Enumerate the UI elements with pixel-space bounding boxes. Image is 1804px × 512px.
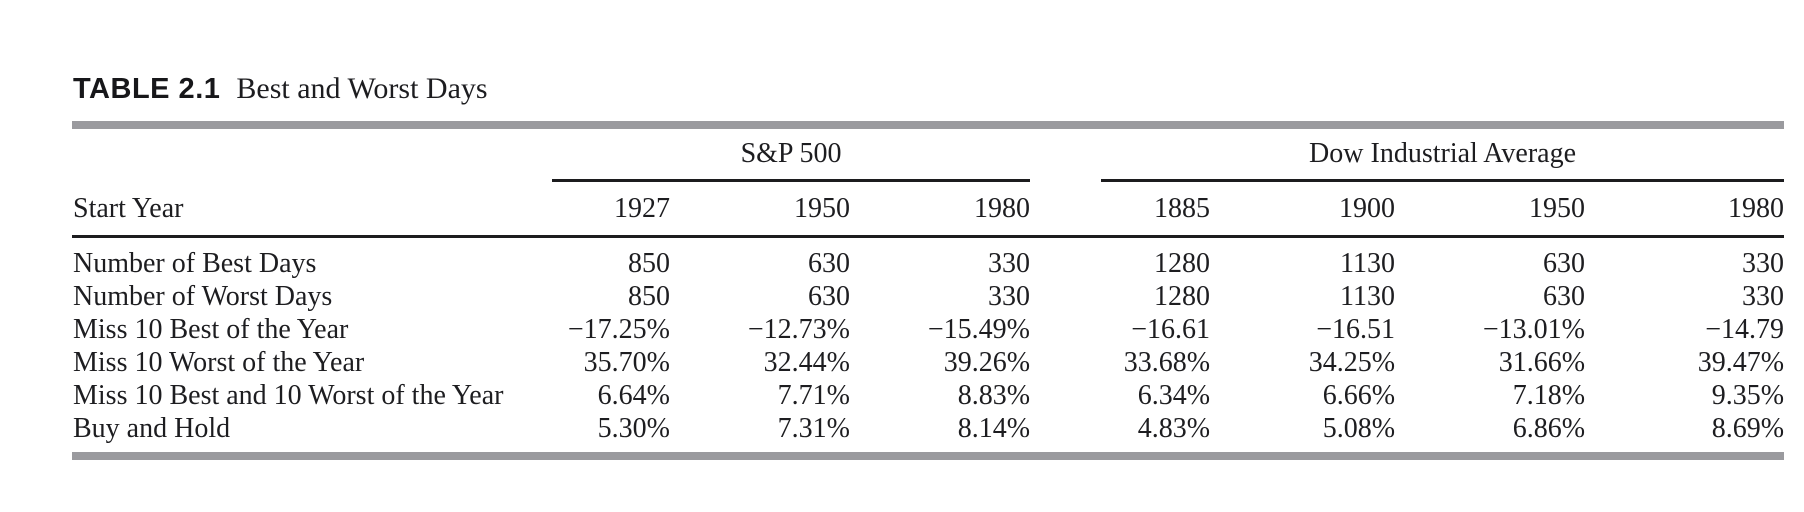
- row-label: Number of Worst Days: [73, 280, 333, 312]
- cell: 4.83%: [1137, 412, 1211, 444]
- cell: 34.25%: [1308, 346, 1396, 378]
- table-caption: Best and Worst Days: [236, 72, 488, 105]
- cell: 39.26%: [943, 346, 1031, 378]
- cell: 8.14%: [957, 412, 1031, 444]
- cell: 6.64%: [597, 379, 670, 411]
- cell: 850: [628, 247, 670, 279]
- cell: −16.51: [1316, 313, 1396, 345]
- cell: −16.61: [1131, 313, 1211, 345]
- year-header: 1927: [492, 182, 670, 238]
- cell: 1280: [1154, 280, 1211, 312]
- cell: 330: [1742, 280, 1785, 312]
- cell: −13.01%: [1482, 313, 1586, 345]
- cell: 630: [808, 247, 850, 279]
- cell: 7.18%: [1512, 379, 1586, 411]
- cell: 6.34%: [1137, 379, 1211, 411]
- year-header: 1950: [670, 182, 850, 238]
- cell: 1130: [1340, 247, 1396, 279]
- cell: −15.49%: [927, 313, 1031, 345]
- cell: 7.31%: [777, 412, 850, 444]
- table-row: Miss 10 Best of the Year −17.25% −12.73%…: [72, 313, 1784, 346]
- cell: 630: [1543, 280, 1586, 312]
- cell: 31.66%: [1498, 346, 1586, 378]
- cell: 1280: [1154, 247, 1211, 279]
- row-label: Number of Best Days: [73, 247, 317, 279]
- cell: −14.79: [1705, 313, 1785, 345]
- group-header-dow-label: Dow Industrial Average: [1309, 138, 1577, 169]
- group-header-sp500: S&P 500: [552, 138, 1031, 182]
- row-label: Miss 10 Best of the Year: [73, 313, 349, 345]
- cell: 32.44%: [763, 346, 850, 378]
- cell: 330: [988, 247, 1031, 279]
- cell: 6.86%: [1512, 412, 1586, 444]
- best-worst-days-table: S&P 500 Dow Industrial Average Start Yea…: [72, 136, 1785, 445]
- cell: 9.35%: [1711, 379, 1785, 411]
- table-row: Number of Best Days 850 630 330 1280 113…: [72, 237, 1784, 281]
- group-header-row: S&P 500 Dow Industrial Average: [72, 136, 1785, 182]
- table-row: Number of Worst Days 850 630 330 1280 11…: [72, 280, 1784, 313]
- start-year-label: Start Year: [72, 182, 492, 238]
- cell: 5.30%: [597, 412, 670, 444]
- cell: 6.66%: [1322, 379, 1396, 411]
- cell: 330: [988, 280, 1031, 312]
- year-header: 1980: [850, 182, 1031, 238]
- year-header: 1950: [1395, 182, 1586, 238]
- year-header: 1980: [1585, 182, 1785, 238]
- table-number: TABLE 2.1: [73, 73, 221, 105]
- row-label: Buy and Hold: [73, 412, 231, 444]
- table-row: Miss 10 Worst of the Year 35.70% 32.44% …: [72, 346, 1784, 379]
- cell: 35.70%: [583, 346, 670, 378]
- cell: −17.25%: [567, 313, 670, 345]
- table-title: TABLE 2.1 Best and Worst Days: [73, 74, 488, 104]
- year-header: 1885: [1030, 182, 1211, 238]
- table-row: Buy and Hold 5.30% 7.31% 8.14% 4.83% 5.0…: [72, 412, 1784, 445]
- cell: 1130: [1340, 280, 1396, 312]
- top-rule: [72, 121, 1784, 129]
- cell: 7.71%: [777, 379, 850, 411]
- cell: 630: [1543, 247, 1586, 279]
- cell: 330: [1742, 247, 1785, 279]
- cell: 8.69%: [1711, 412, 1785, 444]
- cell: 630: [808, 280, 850, 312]
- cell: 8.83%: [957, 379, 1031, 411]
- year-header-row: Start Year 1927 1950 1980 1885 1900 1950…: [72, 182, 1785, 238]
- cell: 33.68%: [1123, 346, 1211, 378]
- group-header-sp500-label: S&P 500: [740, 138, 842, 169]
- year-header: 1900: [1210, 182, 1396, 238]
- cell: 5.08%: [1322, 412, 1396, 444]
- row-label: Miss 10 Worst of the Year: [73, 346, 365, 378]
- group-header-dow: Dow Industrial Average: [1101, 138, 1785, 182]
- table-row: Miss 10 Best and 10 Worst of the Year 6.…: [72, 379, 1784, 412]
- group-header-spacer: [72, 136, 492, 182]
- bottom-rule: [72, 452, 1784, 460]
- cell: −12.73%: [747, 313, 850, 345]
- cell: 850: [628, 280, 670, 312]
- cell: 39.47%: [1697, 346, 1785, 378]
- row-label: Miss 10 Best and 10 Worst of the Year: [73, 379, 504, 411]
